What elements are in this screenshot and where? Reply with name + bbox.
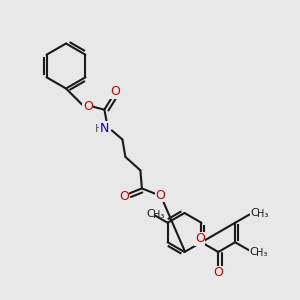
Text: H: H — [95, 124, 103, 134]
Text: C: C — [250, 208, 258, 218]
Text: O: O — [83, 100, 93, 113]
Text: O: O — [195, 232, 205, 245]
Text: O: O — [213, 266, 223, 280]
Text: H₃: H₃ — [153, 210, 164, 220]
Text: H₃: H₃ — [256, 248, 267, 259]
Text: O: O — [110, 85, 120, 98]
Text: C: C — [250, 247, 257, 257]
Text: O: O — [155, 188, 165, 202]
Text: C: C — [147, 209, 154, 219]
Text: H₃: H₃ — [256, 209, 268, 219]
Text: O: O — [119, 190, 129, 203]
Text: N: N — [100, 122, 109, 135]
